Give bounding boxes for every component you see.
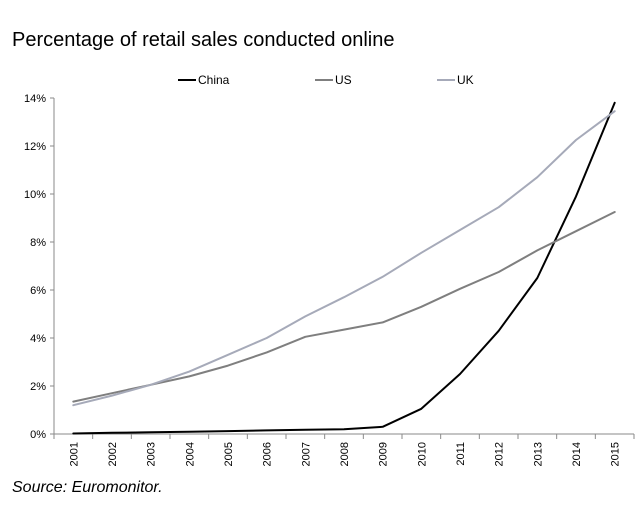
series-line-china [72, 101, 616, 435]
x-tick-label: 2009 [378, 442, 390, 466]
plot-area: 0% 2% 4% 6% 8% 10% 12% 14% 2001 2002 2003 2004 2005… [24, 93, 635, 466]
x-tick-label: 2007 [300, 442, 312, 466]
series-line-uk [72, 110, 616, 407]
y-tick-label: 14% [24, 93, 46, 105]
series-line-us [72, 211, 616, 403]
y-tick-label: 8% [30, 237, 46, 249]
x-tick-label: 2004 [184, 442, 196, 466]
x-ticks: 2001 2002 2003 2004 2005 2006 2007 2008 2009 2010… [53, 434, 635, 466]
chart-title: Percentage of retail sales conducted onl… [12, 29, 394, 51]
y-tick-label: 4% [30, 333, 46, 345]
y-tick-label: 6% [30, 285, 46, 297]
source-note: Source: Euromonitor. [12, 479, 163, 496]
y-tick-label: 2% [30, 381, 46, 393]
legend-label-uk: UK [457, 73, 474, 87]
x-tick-label: 2008 [339, 442, 351, 466]
x-tick-label: 2006 [262, 442, 274, 466]
legend: China US UK [178, 73, 474, 87]
x-tick-label: 2005 [223, 442, 235, 466]
x-tick-label: 2002 [107, 442, 119, 466]
x-tick-label: 2015 [610, 442, 622, 466]
x-tick-label: 2010 [416, 442, 428, 466]
x-tick-label: 2001 [68, 442, 80, 466]
x-tick-label: 2003 [146, 442, 158, 466]
series-lines [72, 101, 616, 435]
x-tick-label: 2012 [494, 442, 506, 466]
x-tick-label: 2014 [571, 442, 583, 466]
y-tick-label: 10% [24, 189, 46, 201]
y-ticks: 0% 2% 4% 6% 8% 10% 12% 14% [24, 93, 54, 441]
legend-label-us: US [335, 73, 352, 87]
y-tick-label: 12% [24, 141, 46, 153]
x-tick-label: 2013 [532, 442, 544, 466]
y-tick-label: 0% [30, 429, 46, 441]
legend-label-china: China [198, 73, 230, 87]
x-tick-label: 2011 [455, 442, 467, 466]
